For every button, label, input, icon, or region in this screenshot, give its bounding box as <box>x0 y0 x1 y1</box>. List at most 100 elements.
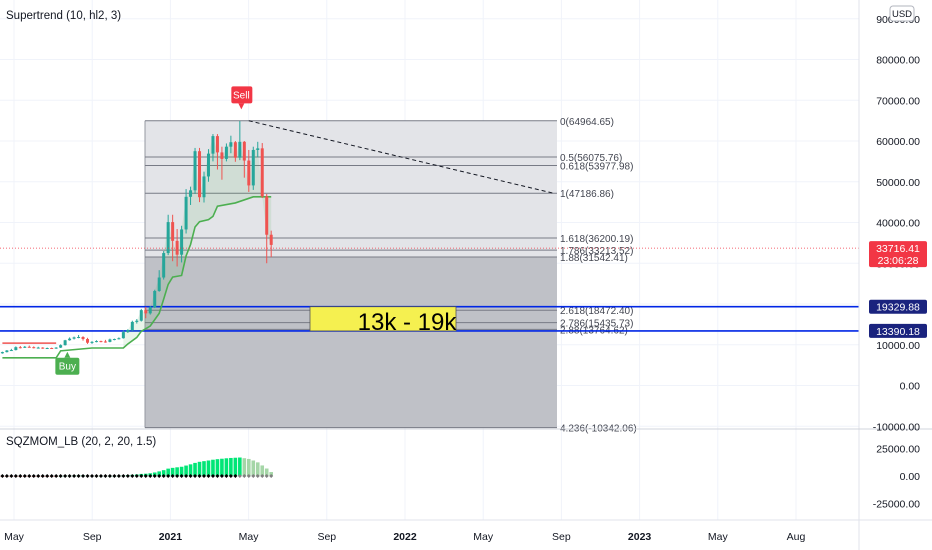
annotations: Sell Buy <box>55 86 253 375</box>
sqzmom-cross <box>157 474 162 478</box>
candle-body <box>162 253 166 278</box>
price-axis-label: 60000.00 <box>876 136 920 148</box>
sqzmom-cross <box>36 474 41 478</box>
fib-level-label: 0(64964.65) <box>560 117 614 128</box>
time-axis-label: May <box>239 531 260 543</box>
candle-body <box>54 347 58 349</box>
sqzmom-cross <box>219 474 224 478</box>
candle-body <box>135 320 139 322</box>
price-tag-text: 33716.41 <box>876 243 920 255</box>
sqzmom-cross <box>215 474 220 478</box>
fib-level-label: 1(47186.86) <box>560 189 614 200</box>
sqzmom-bar <box>157 471 161 476</box>
sqzmom-cross <box>237 474 242 478</box>
sqzmom-cross <box>116 474 121 478</box>
candle-body <box>233 142 237 158</box>
price-axis-label: 80000.00 <box>876 55 920 67</box>
sqzmom-cross <box>206 474 211 478</box>
sqzmom-bar <box>188 464 193 476</box>
sqzmom-cross <box>4 474 9 478</box>
candle-body <box>94 341 98 343</box>
candle-body <box>256 148 260 150</box>
candle-body <box>103 341 107 343</box>
time-axis[interactable]: May Sep 2021 May Sep 2022 May Sep 2023 May Aug <box>4 531 805 543</box>
sqzmom-axis-label: -25000.00 <box>873 499 920 511</box>
sqzmom-axis-label: 25000.00 <box>876 444 920 456</box>
candle-body <box>242 141 246 161</box>
price-axis-label: 50000.00 <box>876 177 920 189</box>
candle-body <box>189 190 193 197</box>
sqzmom-bar <box>264 468 269 476</box>
candle-body <box>126 330 130 333</box>
sqzmom-cross <box>130 474 135 478</box>
fib-level-label: 0.5(56075.76) <box>560 153 622 164</box>
supertrend-line <box>2 136 272 359</box>
sqzmom-bar <box>255 462 260 476</box>
fibonacci-retracement[interactable]: 0(64964.65) 0.5(56075.76)0.618(53977.98) 1… <box>144 117 637 435</box>
fib-level-label: 1.786(33213.52) <box>560 246 633 257</box>
time-axis-label: 2022 <box>393 531 417 543</box>
time-axis-label: 2021 <box>159 531 183 543</box>
sqzmom-cross <box>54 474 59 478</box>
sqzmom-cross <box>260 474 265 478</box>
candle-body <box>0 352 4 354</box>
sqzmom-cross <box>255 474 260 478</box>
price-tag-box <box>869 323 927 338</box>
sqzmom-bar <box>179 466 184 476</box>
sqzmom-cross <box>152 474 157 478</box>
candle-body <box>23 346 27 348</box>
sqzmom-axis[interactable]: 25000.00 0.00 -25000.00 <box>873 444 920 511</box>
candle-body <box>9 350 13 352</box>
candle-body <box>81 337 85 340</box>
dashed-trendline <box>248 120 554 194</box>
sqzmom-bar <box>161 470 166 476</box>
candle-body <box>18 347 22 349</box>
price-axis-label: -10000.00 <box>873 421 920 433</box>
sqzmom-bar <box>220 458 224 476</box>
candle-body <box>63 340 67 346</box>
candle-body <box>238 141 242 158</box>
price-tag-box <box>869 299 927 314</box>
candle-body <box>224 146 228 159</box>
candle-body <box>45 348 49 350</box>
candle-body <box>112 339 116 341</box>
candle-body <box>193 151 197 191</box>
candle-body <box>90 341 94 343</box>
candle-body <box>247 160 251 186</box>
candle-body <box>5 350 9 353</box>
candle-body <box>148 307 152 314</box>
sqzmom-cross <box>228 474 233 478</box>
sqzmom-bar <box>251 460 256 476</box>
sqzmom-bar <box>175 467 179 476</box>
candle-body <box>86 339 90 343</box>
candle-body <box>166 222 170 254</box>
trendline[interactable] <box>248 120 554 194</box>
candle-body <box>108 339 112 342</box>
range-box <box>309 306 457 332</box>
sub-indicator-legend[interactable]: SQZMOM_LB (20, 2, 20, 1.5) <box>6 436 156 448</box>
sqzmom-cross <box>161 474 166 478</box>
candle-body <box>251 149 255 186</box>
sqzmom-cross <box>166 474 171 478</box>
main-indicator-legend[interactable]: Supertrend (10, hl2, 3) <box>6 10 121 22</box>
sqzmom-cross <box>251 474 256 478</box>
sqzmom-bar <box>170 467 175 476</box>
candle-body <box>144 310 148 314</box>
price-axis-label: 0.00 <box>900 381 921 393</box>
sqzmom-bar <box>184 465 188 476</box>
candle-body <box>68 338 72 341</box>
candle-body <box>14 347 18 351</box>
supertrend-fill <box>123 136 272 349</box>
sqzmom-cross <box>22 474 27 478</box>
candle-body <box>153 290 157 308</box>
price-tag-box <box>869 241 927 268</box>
time-axis-label: May <box>473 531 494 543</box>
sqzmom-cross <box>264 474 269 478</box>
currency-badge[interactable] <box>889 5 915 22</box>
candle-body <box>269 234 273 245</box>
candle-body <box>171 222 175 241</box>
sqzmom-cross <box>49 474 54 478</box>
sqzmom-cross <box>184 474 189 478</box>
